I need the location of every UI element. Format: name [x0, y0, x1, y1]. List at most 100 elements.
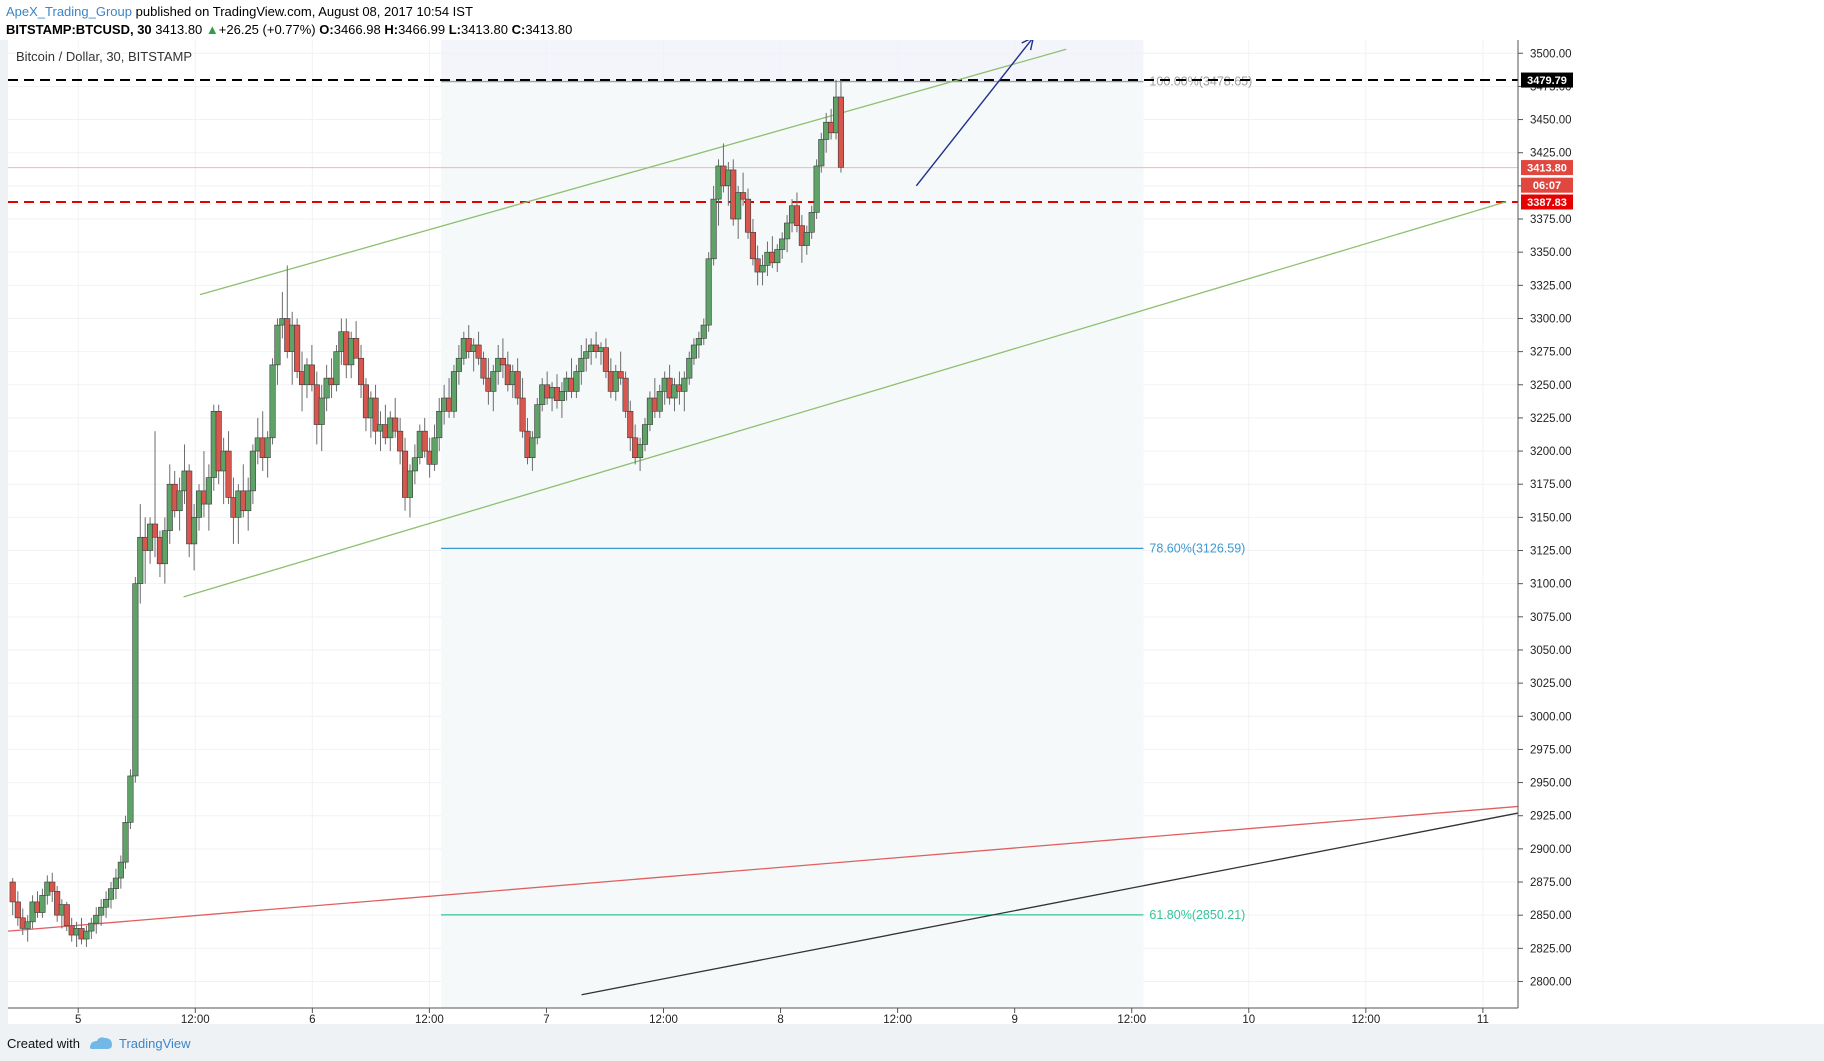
candle-down [514, 371, 521, 399]
published-text: published on TradingView.com, August 08,… [135, 4, 473, 19]
up-triangle-icon: ▲ [205, 22, 219, 37]
candle-down [397, 430, 404, 452]
open-value: 3466.98 [333, 22, 381, 37]
price-tick-label: 3100.00 [1530, 579, 1572, 591]
fib-retracement[interactable]: 100.00%(3478.65) 78.60%(3126.59) 61.80%(28… [441, 40, 1252, 1009]
candle-up [132, 583, 139, 777]
price-tick-label: 3500.00 [1530, 48, 1572, 60]
created-with-text: Created with [7, 1036, 80, 1051]
price-tick-label: 3175.00 [1530, 479, 1572, 491]
candle-up [323, 377, 330, 399]
candle-up [656, 391, 663, 412]
price-tick-label: 2825.00 [1530, 943, 1572, 955]
candle-down [837, 96, 845, 168]
fib-level-label: 78.60%(3126.59) [1149, 541, 1245, 555]
tradingview-logo-icon [90, 1037, 112, 1049]
candle-up [710, 198, 717, 260]
price-tick-label: 2925.00 [1530, 811, 1572, 823]
candle-up [264, 437, 271, 458]
chart-panel[interactable]: 100.00%(3478.65) 78.60%(3126.59) 61.80%(28… [7, 36, 1824, 1026]
last-price: 3413.80 [155, 22, 203, 37]
time-tick-label: 8 [777, 1014, 783, 1024]
candle-down [749, 231, 756, 260]
price-tick-label: 3025.00 [1530, 678, 1572, 690]
ohlc-line: BITSTAMP:BTCUSD, 30 3413.80 ▲+26.25 (+0.… [6, 22, 572, 37]
candle-up [779, 238, 786, 250]
candle-up [274, 324, 281, 366]
price-tick-label: 3350.00 [1530, 247, 1572, 259]
chart-title: Bitcoin / Dollar, 30, BITSTAMP [16, 49, 192, 64]
candle-up [641, 424, 649, 445]
candle-up [137, 536, 144, 584]
candle-up [191, 517, 198, 545]
fib-zone [441, 81, 1144, 1009]
time-axis[interactable]: 5 12:00 6 12:00 7 12:00 8 12:00 9 12:00 10 12:00 11 [8, 1007, 1824, 1026]
price-chart[interactable]: 100.00%(3478.65) 78.60%(3126.59) 61.80%(28… [7, 36, 1824, 1026]
candle-up [333, 351, 340, 386]
candle-down [151, 523, 159, 538]
candle-up [818, 139, 825, 167]
candle-down [353, 338, 360, 359]
author-link[interactable]: ApeX_Trading_Group [6, 4, 132, 19]
candle-up [705, 258, 712, 326]
trend-line [581, 812, 1519, 996]
price-tick-label: 2900.00 [1530, 844, 1572, 856]
time-tick-label: 6 [309, 1014, 315, 1024]
price-tick-label: 3300.00 [1530, 313, 1572, 325]
candle-down [372, 397, 379, 432]
price-tick-label: 3275.00 [1530, 347, 1572, 359]
candle-down [392, 417, 399, 432]
candle-down [14, 901, 21, 919]
candle-down [499, 357, 506, 366]
price-tick-label: 2975.00 [1530, 744, 1572, 756]
price-tick-label: 2800.00 [1530, 976, 1572, 988]
fib-level-label: 100.00%(3478.65) [1149, 75, 1252, 89]
candle-down [617, 371, 624, 379]
candle-down [294, 324, 301, 372]
price-tick-label: 3150.00 [1530, 512, 1572, 524]
candle-up [774, 249, 781, 264]
price-tick-label: 3075.00 [1530, 612, 1572, 624]
candle-down [63, 904, 70, 927]
price-label-text: 06:07 [1533, 180, 1561, 192]
time-tick-label: 12:00 [883, 1014, 912, 1024]
low-label: L: [448, 22, 461, 37]
candle-up [700, 324, 707, 339]
candle-up [122, 822, 129, 863]
time-tick-label: 12:00 [1351, 1014, 1380, 1024]
candle-up [249, 450, 256, 492]
trend-lines[interactable] [7, 48, 1519, 996]
price-tick-label: 2950.00 [1530, 778, 1572, 790]
candle-up [205, 477, 212, 505]
candle-up [784, 222, 791, 240]
price-change: +26.25 (+0.77%) [218, 22, 316, 37]
price-axis-labels: 3479.79 3413.80 06:07 3387.83 [1521, 72, 1573, 210]
price-tick-label: 3200.00 [1530, 446, 1572, 458]
candle-up [436, 410, 443, 439]
candle-down [602, 347, 609, 372]
candle-up [759, 265, 766, 273]
candle-up [686, 357, 693, 379]
tradingview-brand[interactable]: TradingView [119, 1036, 191, 1051]
candle-up [269, 364, 276, 439]
candle-down [54, 891, 61, 916]
time-tick-label: 7 [543, 1014, 549, 1024]
candle-up [583, 351, 590, 359]
candle-up [803, 231, 810, 246]
time-tick-label: 11 [1477, 1014, 1489, 1024]
price-tick-label: 3375.00 [1530, 214, 1572, 226]
price-label-text: 3479.79 [1527, 75, 1567, 87]
candle-down [421, 430, 428, 452]
time-tick-label: 10 [1242, 1014, 1255, 1024]
high-label: H: [384, 22, 399, 37]
time-tick-label: 12:00 [649, 1014, 678, 1024]
candle-up [529, 437, 536, 458]
candles [9, 79, 845, 948]
candle-up [83, 930, 90, 940]
candle-down [357, 357, 365, 386]
candle-down [740, 192, 747, 200]
price-tick-label: 2850.00 [1530, 910, 1572, 922]
horizontal-lines[interactable] [8, 79, 1518, 204]
candle-down [225, 450, 232, 498]
time-tick-label: 5 [75, 1014, 81, 1024]
